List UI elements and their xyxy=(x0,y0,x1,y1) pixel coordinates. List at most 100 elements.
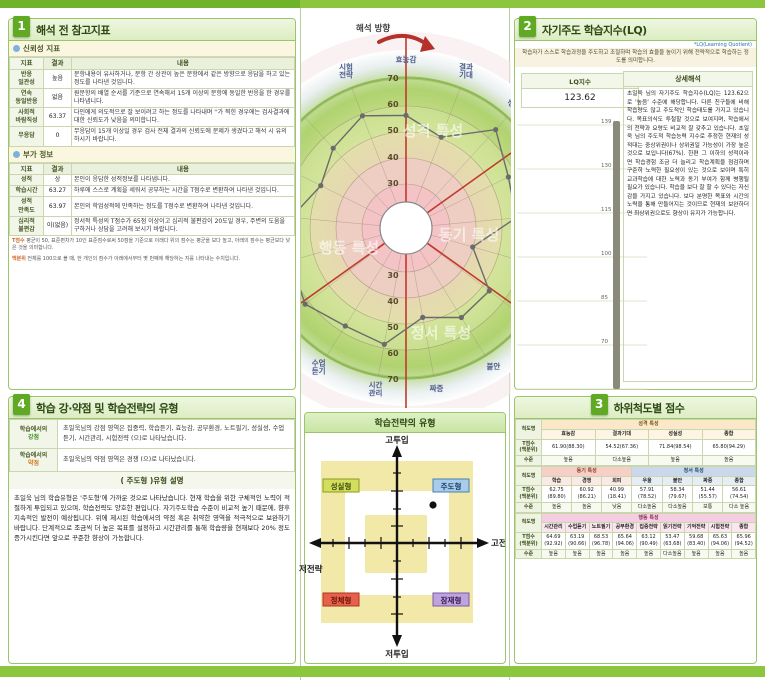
category-header: 행동 특성 xyxy=(542,513,756,523)
section-2-title: 자기주도 학습지수(LQ) xyxy=(542,22,647,38)
row-label-level: 수준 xyxy=(516,549,542,559)
radar-axis-label: 짜증 xyxy=(430,383,444,393)
column-header: 종합 xyxy=(702,429,756,439)
section-1-title: 해석 전 참고지표 xyxy=(36,22,110,38)
category-header: 동기 특성 xyxy=(542,466,632,476)
score-cell: 54.52(67.36) xyxy=(595,439,649,456)
level-cell: 높음 xyxy=(732,549,756,559)
bottom-accent-bar xyxy=(0,666,765,677)
lq-tick-100: 100 xyxy=(601,251,612,257)
table-header-row: 지표 결과 내용 xyxy=(10,58,295,70)
lq-body: LQ지수 123.62 139 130 115 100 85 70 상세해석 초… xyxy=(515,67,756,387)
level-cell: 높음 xyxy=(572,502,602,512)
column-header: 집중전략 xyxy=(637,523,661,533)
score-cell: 63.12 (90.49) xyxy=(637,533,661,550)
radar-chart: 70 60 50 40 30 30 40 50 60 70 효능감결과기대성실성… xyxy=(301,8,511,408)
level-cell: 높음 xyxy=(684,549,708,559)
row-label-score: T점수 (백분위) xyxy=(516,533,542,550)
table-row-score: T점수 (백분위)62.75 (89.80)60.92 (86.21)40.99… xyxy=(516,486,756,503)
row-label: 심리적 불편감 xyxy=(10,216,44,235)
level-cell: 높음 xyxy=(542,456,596,466)
lq-tick-130: 130 xyxy=(601,163,612,169)
row-label-score: T점수 (백분위) xyxy=(516,486,542,503)
score-cell: 56.61 (74.54) xyxy=(723,486,756,503)
score-cell: 65.96 (94.52) xyxy=(732,533,756,550)
score-cell: 63.19 (90.66) xyxy=(565,533,589,550)
table-header-row: 지표 결과 내용 xyxy=(10,163,295,175)
column-header: 학습 xyxy=(542,476,572,486)
quadrant-chart-title: 학습전략의 유형 xyxy=(305,413,505,433)
score-cell: 57.91 (78.52) xyxy=(632,486,662,503)
radar-tick-60: 60 xyxy=(387,100,399,109)
radar-tick-40: 40 xyxy=(387,153,399,162)
level-cell: 다소높음 xyxy=(662,502,692,512)
row-desc: 본인이 응답한 성적정보를 나타냅니다. xyxy=(72,175,295,186)
row-value: 없음 xyxy=(44,88,72,107)
lq-value-header: LQ지수 xyxy=(521,73,639,89)
score-cell: 61.90(88.30) xyxy=(542,439,596,456)
column-header: 결과기대 xyxy=(595,429,649,439)
score-cell: 65.80(94.29) xyxy=(702,439,756,456)
radar-axis-label: 성실성 xyxy=(507,97,511,107)
score-cell: 59.68 (83.40) xyxy=(684,533,708,550)
column-header: 경쟁 xyxy=(572,476,602,486)
level-cell: 낮음 xyxy=(602,502,632,512)
lq-tick-139: 139 xyxy=(601,119,612,125)
row-desc: 하루에 스스로 계획을 세워서 공부하는 시간을 T점수로 변환하여 나타낸 것… xyxy=(72,186,295,197)
weakness-label-line2: 약점 xyxy=(12,460,55,468)
row-label: 성적 만족도 xyxy=(10,197,44,216)
section-3-header: 3 하위척도별 점수 xyxy=(515,397,756,419)
level-cell: 다소 높음 xyxy=(723,502,756,512)
column-header: 시험전략 xyxy=(708,523,732,533)
table-row-score: T점수 (백분위)61.90(88.30)54.52(67.36)71.84(9… xyxy=(516,439,756,456)
col-indicator: 지표 xyxy=(10,163,44,175)
row-label-score: T점수 (백분위) xyxy=(516,439,542,456)
radar-svg: 70 60 50 40 30 30 40 50 60 70 효능감결과기대성실성… xyxy=(301,8,511,408)
row-label-level: 수준 xyxy=(516,502,542,512)
watermark-emotion: 정서 특성 xyxy=(411,324,471,342)
section-1-header: 1 해석 전 참고지표 xyxy=(9,19,295,41)
category-header: 성격 특성 xyxy=(542,420,756,430)
score-cell: 64.69 (92.92) xyxy=(542,533,566,550)
column-header: 수업듣기 xyxy=(565,523,589,533)
column-header: 시간관리 xyxy=(542,523,566,533)
lq-value: 123.62 xyxy=(521,89,639,108)
column-header: 회피 xyxy=(602,476,632,486)
section-1-number: 1 xyxy=(13,16,30,37)
lq-value-box: LQ지수 123.62 xyxy=(521,73,639,108)
panel-strength-weakness: 4 학습 강·약점 및 학습전략의 유형 학습에서의 강점 초일욱님의 강점 영… xyxy=(8,396,296,664)
section-4-title: 학습 강·약점 및 학습전략의 유형 xyxy=(36,400,178,416)
quadrant-label-bl: 정체형 xyxy=(331,595,352,605)
score-cell: 68.53 (96.78) xyxy=(589,533,613,550)
radar-axis-label: 효능감 xyxy=(396,54,417,64)
row-label-name: 척도명 xyxy=(516,513,542,533)
row-value: 상 xyxy=(44,175,72,186)
row-desc: 무응답이 15개 이상일 경우 검사 전체 결과의 신뢰도에 문제가 생겼다고 … xyxy=(72,127,295,146)
score-cell: 58.34 (79.67) xyxy=(662,486,692,503)
row-value: 0 xyxy=(44,127,72,146)
col-indicator: 지표 xyxy=(10,58,44,70)
row-value: 63.37 xyxy=(44,108,72,127)
level-cell: 높음 xyxy=(649,456,703,466)
panel-lq-index: 2 자기주도 학습지수(LQ) *LQ(Learning Quotient) 학… xyxy=(514,18,757,390)
quadrant-axis-top: 고투입 xyxy=(385,435,408,446)
quadrant-label-tr: 주도형 xyxy=(441,481,462,491)
strength-text: 초일욱님의 강점 영역은 집중력, 학습듣기, 효능감, 공부환경, 노트필기,… xyxy=(58,420,295,449)
level-cell: 높음 xyxy=(589,549,613,559)
